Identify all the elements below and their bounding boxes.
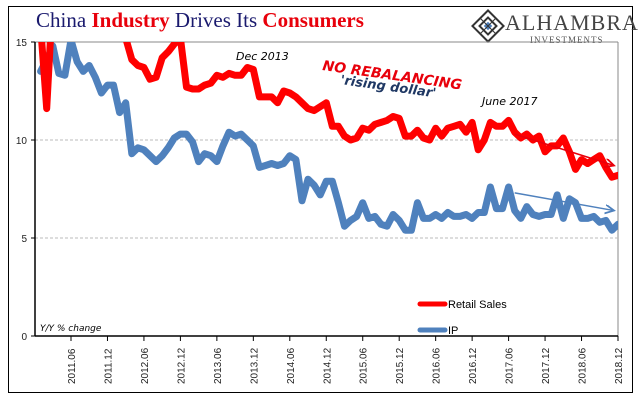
y-tick-label: 0: [21, 332, 27, 343]
annotation-0: Dec 2013: [236, 50, 289, 63]
alhambra-logo: ALHAMBRA INVESTMENTS: [470, 8, 638, 48]
legend-label-ip: IP: [448, 325, 458, 337]
x-tick-label: 2012.12: [176, 347, 187, 384]
y-tick-label: 15: [16, 38, 28, 49]
x-tick-label: 2017.12: [541, 347, 552, 384]
title-part-1: Industry: [91, 8, 170, 32]
logo-name: ALHAMBRA: [505, 10, 639, 35]
annotation-3: June 2017: [480, 95, 537, 108]
x-tick-label: 2016.06: [432, 347, 443, 384]
title-part-2: Drives Its: [169, 8, 263, 32]
x-tick-label: 2014.06: [286, 347, 297, 384]
x-tick-label: 2016.12: [468, 347, 479, 384]
x-tick-label: 2011.12: [103, 348, 114, 384]
trend-arrow-retail-sales: [514, 133, 614, 165]
x-tick-label: 2017.06: [505, 347, 516, 384]
x-tick-label: 2018.12: [614, 347, 625, 384]
chart-frame: [8, 6, 633, 393]
x-tick-label: 2011.06: [67, 348, 78, 384]
legend-label-retail-sales: Retail Sales: [448, 299, 507, 311]
x-tick-label: 2013.06: [213, 347, 224, 384]
diamond-lattice-icon: [471, 9, 505, 43]
title-part-3: Consumers: [262, 8, 364, 32]
y-tick-label: 10: [16, 136, 28, 147]
title-part-0: China: [36, 8, 92, 32]
x-tick-label: 2014.12: [322, 347, 333, 384]
series-line-ip: [37, 42, 618, 234]
y-unit-note: Y/Y % change: [40, 324, 102, 334]
logo-subtitle: INVESTMENTS: [530, 35, 604, 45]
series-line-retail-sales: [38, 42, 618, 181]
y-tick-label: 5: [21, 234, 27, 245]
x-tick-label: 2013.12: [249, 347, 260, 384]
x-tick-label: 2015.12: [395, 347, 406, 384]
chart-title: China Industry Drives Its Consumers: [0, 8, 400, 33]
trend-arrow-ip: [514, 192, 614, 211]
x-tick-label: 2018.06: [578, 347, 589, 384]
x-tick-label: 2012.06: [140, 347, 151, 384]
x-tick-label: 2015.06: [359, 347, 370, 384]
